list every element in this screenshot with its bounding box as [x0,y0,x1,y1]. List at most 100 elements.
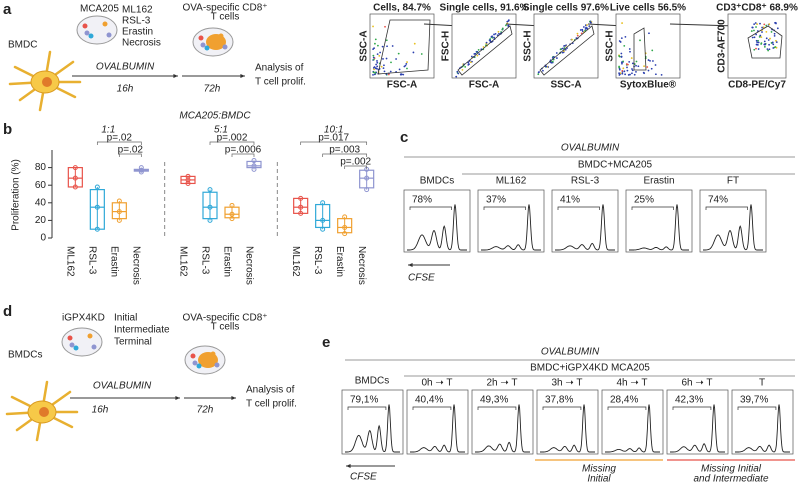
event [387,73,390,76]
gate-bracket [631,206,674,210]
x-axis-label: FSC-A [387,80,418,91]
event [376,65,379,68]
y-axis-label: SSC-A [359,30,370,61]
dish-cell [196,363,202,369]
category-label: ML162 [65,246,76,277]
y-tick-label: 40 [35,197,47,208]
histogram [555,204,615,251]
event [385,39,388,42]
event [755,26,757,28]
event [420,53,423,55]
event [763,23,766,26]
category-label: ML162 [290,246,301,277]
gate-bracket [409,206,452,210]
point [320,226,326,232]
histogram-title: 0h ➝ T [422,378,453,389]
histogram [629,204,689,251]
x-axis-label: FSC-A [469,80,500,91]
event [485,41,488,44]
significance-bracket [322,153,368,157]
event [383,70,386,73]
treatment: ML162 [122,5,153,16]
dish-cell [106,32,112,38]
point [94,184,100,190]
event [380,65,383,68]
event [564,48,567,51]
event [660,73,663,76]
event [376,61,379,64]
event [626,66,628,69]
event [621,62,623,65]
histogram-title: ML162 [496,176,527,187]
dish-cell [200,42,206,48]
event [651,49,654,52]
percent: 78% [412,195,432,206]
event [374,42,376,45]
arrow-head [231,396,236,400]
group-label: BMDC+MCA205 [578,160,653,171]
event [382,67,385,70]
event [629,50,631,53]
x-axis-label: SSC-A [550,80,581,91]
event [753,23,756,26]
dish-cell [87,333,93,339]
histogram [735,404,790,453]
percent: 42,3% [675,395,703,406]
analysis: Analysis of [255,63,304,74]
histogram [475,404,530,453]
chart-title: MCA205:BMDC [179,111,251,122]
event [751,26,754,29]
histogram-frame [471,389,534,455]
event [635,60,638,63]
point [94,226,100,232]
significance-bracket [118,153,142,157]
event [473,53,476,55]
event [390,61,392,64]
event [772,47,775,49]
event [767,39,770,41]
histogram-title: 3h ➝ T [552,378,583,389]
event [626,69,629,72]
group-label: BMDC+iGPX4KD MCA205 [530,363,650,374]
gate [539,25,595,76]
event [765,37,768,40]
event [467,63,470,66]
event [384,25,386,28]
significance-bracket [344,165,368,169]
percent: 39,7% [740,395,768,406]
tumor-label: iGPX4KD [62,313,105,324]
event [619,72,622,75]
event [621,22,623,24]
arrow-head [173,74,178,78]
event [493,36,495,39]
event [477,48,480,51]
phase: Initial [114,313,137,324]
histogram-frame [731,389,794,455]
note: Missing [582,464,616,475]
event [542,69,544,72]
event [494,32,497,35]
panel-label: e [322,334,330,351]
event [397,52,400,55]
event [373,47,376,50]
event [757,39,760,42]
event [648,32,650,35]
event [491,35,494,38]
event [379,51,382,54]
gate-bracket [672,406,712,410]
histogram-title: 2h ➝ T [487,378,518,389]
percent: 41% [560,195,580,206]
event [538,71,540,73]
event [391,45,394,47]
histogram-title: BMDCs [355,376,389,387]
panel-label: a [3,1,12,18]
event [772,43,775,46]
event [625,63,628,65]
gate-title: Cells, 84.7% [373,3,431,14]
histogram-title: T [759,378,765,389]
event [654,64,657,66]
time: 72h [197,405,214,416]
y-axis-title: Proliferation (%) [11,159,22,231]
event [637,65,640,68]
